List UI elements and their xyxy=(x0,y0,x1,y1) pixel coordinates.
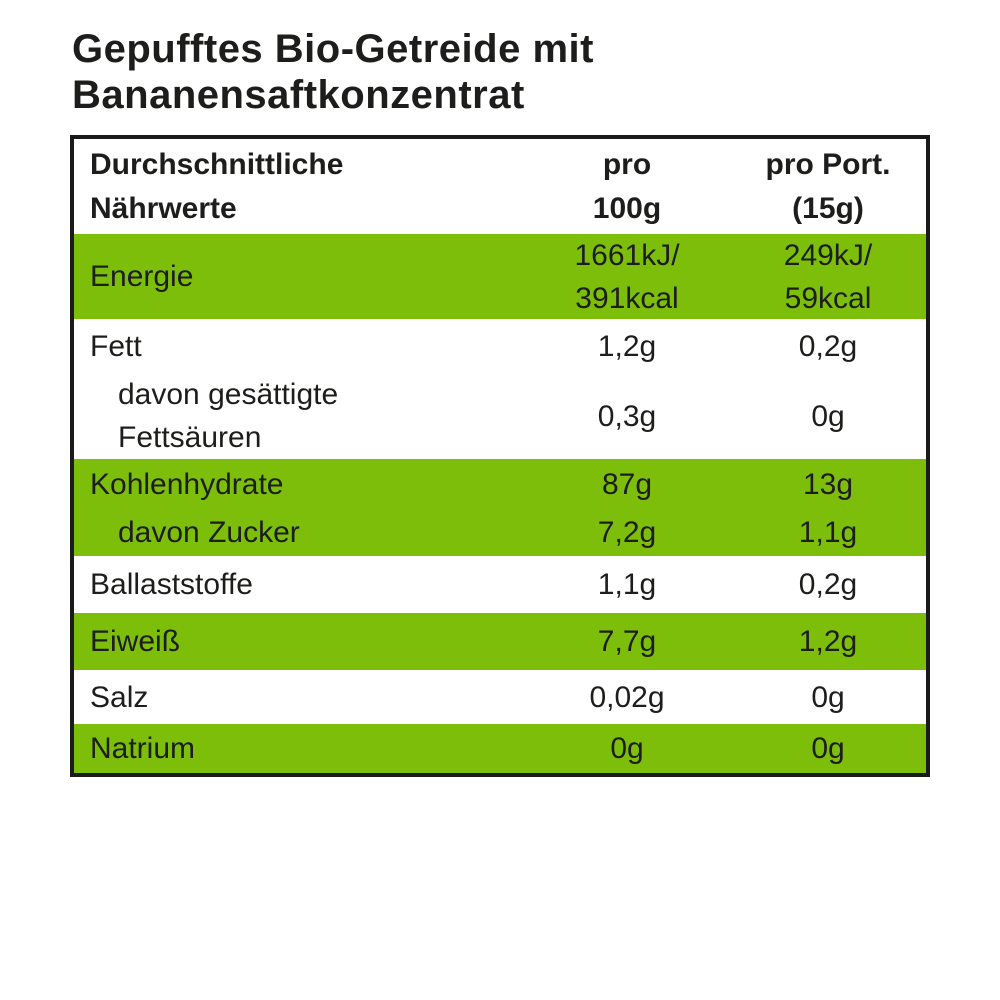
header-per-100g-line2: 100g xyxy=(592,191,662,225)
value-per-100g: 0,02g xyxy=(589,680,665,714)
nutrient-label: Natrium xyxy=(90,732,196,765)
nutrient-label: davon Zucker xyxy=(118,516,300,549)
header-nutrients: Durchschnittliche Nährwerte xyxy=(74,143,524,231)
nutrient-label: Salz xyxy=(90,680,149,714)
table-row-eiweiss: Eiweiß 7,7g 1,2g xyxy=(74,613,926,670)
header-per-portion-line1: pro Port. xyxy=(765,147,891,181)
nutrient-label-line2: Fettsäuren xyxy=(118,421,262,454)
table-row-salz: Salz 0,02g 0g xyxy=(74,670,926,724)
table-header-row: Durchschnittliche Nährwerte pro 100g pro… xyxy=(74,139,926,234)
value-per-portion: 1,2g xyxy=(798,625,858,658)
product-title: Gepufftes Bio-Getreide mit Bananensaftko… xyxy=(72,26,942,118)
table-row-zucker: davon Zucker 7,2g 1,1g xyxy=(74,509,926,556)
value-per-portion: 249kJ/ 59kcal xyxy=(730,234,926,320)
table-row-fett: Fett 1,2g 0,2g xyxy=(74,319,926,373)
product-title-line2: Bananensaftkonzentrat xyxy=(72,73,525,117)
value-per-100g: 1,2g xyxy=(597,329,657,363)
value-per-100g: 7,7g xyxy=(597,625,657,658)
value-per-100g: 7,2g xyxy=(597,516,657,549)
value-per-portion: 13g xyxy=(802,467,854,501)
value-per-100g-line2: 391kcal xyxy=(575,281,679,315)
header-per-portion-line2: (15g) xyxy=(792,191,864,225)
nutrient-label: Ballaststoffe xyxy=(90,568,253,601)
table-row-natrium: Natrium 0g 0g xyxy=(74,724,926,773)
value-per-portion-line1: 249kJ/ xyxy=(783,238,873,272)
value-per-portion: 0,2g xyxy=(798,329,858,363)
table-row-energie: Energie 1661kJ/ 391kcal 249kJ/ 59kcal xyxy=(74,234,926,319)
value-per-100g: 1,1g xyxy=(597,568,657,601)
nutrient-label: Kohlenhydrate xyxy=(90,467,284,501)
nutrition-table: Durchschnittliche Nährwerte pro 100g pro… xyxy=(70,135,930,777)
value-per-100g: 0,3g xyxy=(597,399,657,433)
value-per-100g-line1: 1661kJ/ xyxy=(574,238,680,272)
nutrient-label: Eiweiß xyxy=(90,625,181,658)
nutrient-label: Energie xyxy=(90,260,194,293)
header-nutrients-line1: Durchschnittliche xyxy=(90,147,344,181)
value-per-100g: 1661kJ/ 391kcal xyxy=(524,234,730,320)
header-nutrients-line2: Nährwerte xyxy=(90,191,237,225)
value-per-portion-line2: 59kcal xyxy=(784,281,872,315)
header-per-100g: pro 100g xyxy=(524,143,730,231)
value-per-100g: 0g xyxy=(610,732,644,765)
nutrient-label: davon gesättigte Fettsäuren xyxy=(74,373,524,459)
header-per-100g-line1: pro xyxy=(602,147,652,181)
table-row-ballaststoffe: Ballaststoffe 1,1g 0,2g xyxy=(74,556,926,613)
value-per-portion: 1,1g xyxy=(798,516,858,549)
product-title-line1: Gepufftes Bio-Getreide mit xyxy=(72,27,594,71)
table-row-gesaettigte-fettsaeuren: davon gesättigte Fettsäuren 0,3g 0g xyxy=(74,373,926,459)
header-per-portion: pro Port. (15g) xyxy=(730,143,926,231)
value-per-portion: 0g xyxy=(811,399,845,433)
table-row-kohlenhydrate: Kohlenhydrate 87g 13g xyxy=(74,459,926,509)
nutrient-label-line1: davon gesättigte xyxy=(118,378,339,411)
value-per-portion: 0g xyxy=(811,732,845,765)
value-per-portion: 0g xyxy=(811,680,845,714)
nutrient-label: Fett xyxy=(90,329,142,363)
value-per-100g: 87g xyxy=(601,467,653,501)
value-per-portion: 0,2g xyxy=(798,568,858,601)
